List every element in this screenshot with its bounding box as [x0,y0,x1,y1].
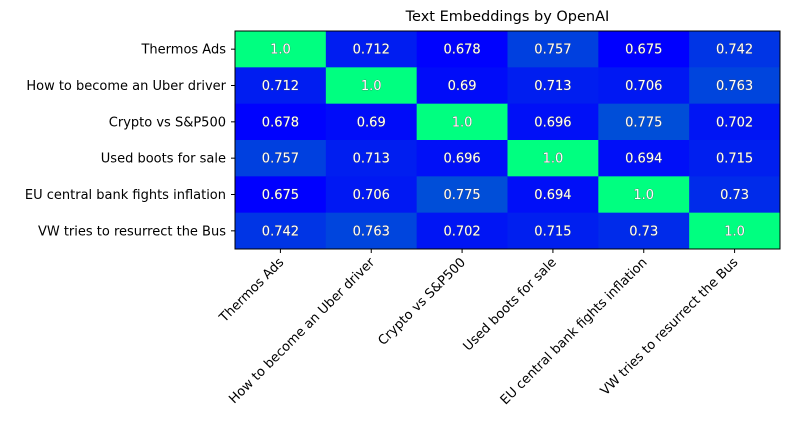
cell-value-label: 0.706 [625,79,662,94]
heatmap-cell [325,103,418,141]
cell-value-label: 0.715 [534,224,571,239]
heatmap-cell [598,31,690,68]
heatmap-cell [325,67,418,105]
heatmap-cell [325,31,418,68]
heatmap-cell [507,31,599,68]
cell-value-label: 1.0 [633,188,654,203]
cell-value-label: 0.713 [353,152,390,167]
heatmap-cell [416,31,508,68]
y-tick-label: Crypto vs S&P500 [109,115,226,130]
heatmap-cell [689,67,781,105]
cell-value-label: 0.706 [353,188,390,203]
cell-value-label: 0.69 [357,115,386,130]
y-tick-label: How to become an Uber driver [26,79,226,94]
cell-value-label: 0.742 [716,43,753,58]
heatmap-cell [507,103,599,141]
heatmap-cell [416,67,508,105]
cell-value-label: 1.0 [270,43,291,58]
x-tick-label: Crypto vs S&P500 [375,255,468,348]
heatmap-cell [235,67,327,105]
heatmap-cell [689,31,781,68]
cell-value-label: 0.73 [629,224,658,239]
heatmap-cell [598,103,690,141]
cell-value-label: 0.678 [262,115,299,130]
heatmap-cell [689,176,781,214]
cell-value-label: 1.0 [543,152,564,167]
heatmap-cell [416,176,508,214]
heatmap-cell [689,103,781,141]
x-tick-label: EU central bank fights inflation [498,255,651,408]
cell-value-label: 0.694 [534,188,571,203]
cell-value-label: 0.763 [353,224,390,239]
cell-value-label: 1.0 [361,79,382,94]
x-tick-label: Thermos Ads [216,255,287,326]
heatmap-cell [235,212,327,250]
cell-value-label: 0.69 [448,79,477,94]
heatmap-cell [507,212,599,250]
y-tick-label: Used boots for sale [101,152,226,167]
cell-value-label: 0.712 [353,43,390,58]
cell-value-label: 0.775 [443,188,480,203]
heatmap-cell [416,103,508,141]
x-tick-label: How to become an Uber driver [226,255,378,407]
cell-value-label: 0.757 [262,152,299,167]
heatmap-cell [416,212,508,250]
y-tick-label: VW tries to resurrect the Bus [38,224,226,239]
cell-value-label: 0.696 [443,152,480,167]
cell-value-label: 0.715 [716,152,753,167]
cell-value-label: 0.763 [716,79,753,94]
heatmap-cell [598,176,690,214]
x-tick-label: Used boots for sale [461,255,560,354]
heatmap-cell [507,67,599,105]
heatmap-cell [325,212,418,250]
cell-value-label: 0.73 [720,188,749,203]
heatmap-cell [325,176,418,214]
heatmap-cell [689,140,781,177]
heatmap-cell [325,140,418,177]
cell-value-label: 1.0 [452,115,473,130]
heatmap-cell [235,176,327,214]
cell-value-label: 0.702 [443,224,480,239]
heatmap-cell [235,31,327,68]
cell-value-label: 0.694 [625,152,662,167]
cell-value-label: 0.675 [262,188,299,203]
heatmap-cell [235,103,327,141]
heatmap-cell [507,176,599,214]
heatmap-cells [235,31,781,250]
heatmap-cell [598,67,690,105]
y-tick-label: EU central bank fights inflation [25,188,226,203]
heatmap-cell [689,212,781,250]
cell-value-labels: 1.0 0.712 0.678 0.757 0.675 0.742 0.712 1.0 0.69… [262,42,754,239]
cell-value-label: 0.713 [534,79,571,94]
cell-value-label: 0.696 [534,115,571,130]
y-axis: Thermos Ads How to become an Uber driver C… [25,43,235,239]
cell-value-label: 1.0 [724,224,745,239]
cell-value-label: 0.678 [443,43,480,58]
chart-title: Text Embeddings by OpenAI [405,9,610,25]
heatmap-cell [598,212,690,250]
cell-value-label: 0.675 [625,43,662,58]
cell-value-label: 0.702 [716,115,753,130]
cell-value-label: 0.742 [262,224,299,239]
cell-value-label: 0.757 [534,43,571,58]
heatmap-cell [507,140,599,177]
y-tick-label: Thermos Ads [140,43,226,58]
plot-frame [234,30,781,250]
heatmap-cell [598,140,690,177]
cell-value-label: 0.712 [262,79,299,94]
heatmap-cell [416,140,508,177]
cell-value-label: 0.775 [625,115,662,130]
heatmap-cell [235,140,327,177]
